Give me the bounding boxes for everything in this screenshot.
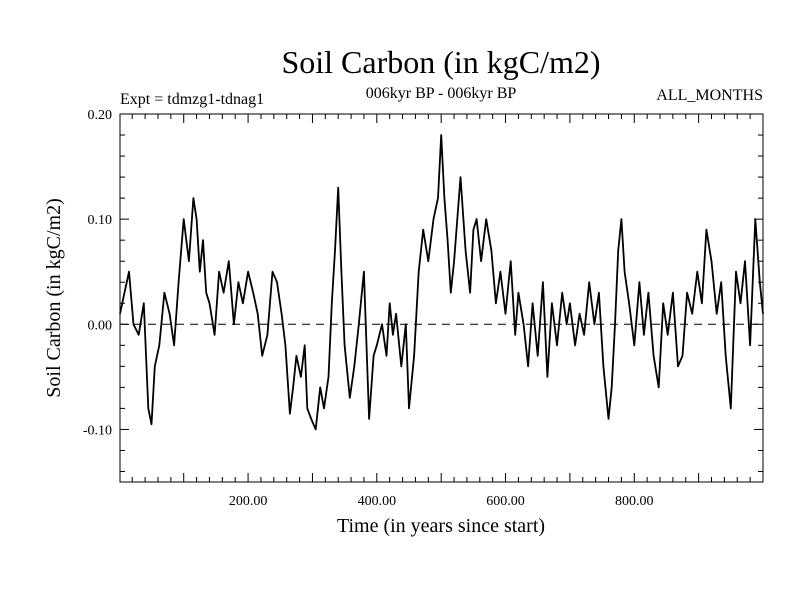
series-line-soil-carbon xyxy=(119,134,764,431)
chart-subtitle-experiment: Expt = tdmzg1-tdnag1 xyxy=(120,91,264,108)
y-axis-label: Soil Carbon (in kgC/m2) xyxy=(43,198,65,397)
y-tick-label: 0.00 xyxy=(88,318,113,333)
x-tick-label: 800.00 xyxy=(615,494,654,509)
x-axis-label: Time (in years since start) xyxy=(337,515,545,537)
chart-title: Soil Carbon (in kgC/m2) xyxy=(281,44,600,80)
y-tick-label: 0.10 xyxy=(88,213,113,228)
y-tick-label: 0.20 xyxy=(88,108,113,123)
y-tick-label: -0.10 xyxy=(83,423,112,438)
chart-subtitle-months: ALL_MONTHS xyxy=(656,87,763,104)
x-tick-label: 200.00 xyxy=(229,494,268,509)
x-tick-label: 400.00 xyxy=(358,494,397,509)
chart-subtitle-period: 006kyr BP - 006kyr BP xyxy=(366,85,517,102)
x-tick-label: 600.00 xyxy=(486,494,525,509)
